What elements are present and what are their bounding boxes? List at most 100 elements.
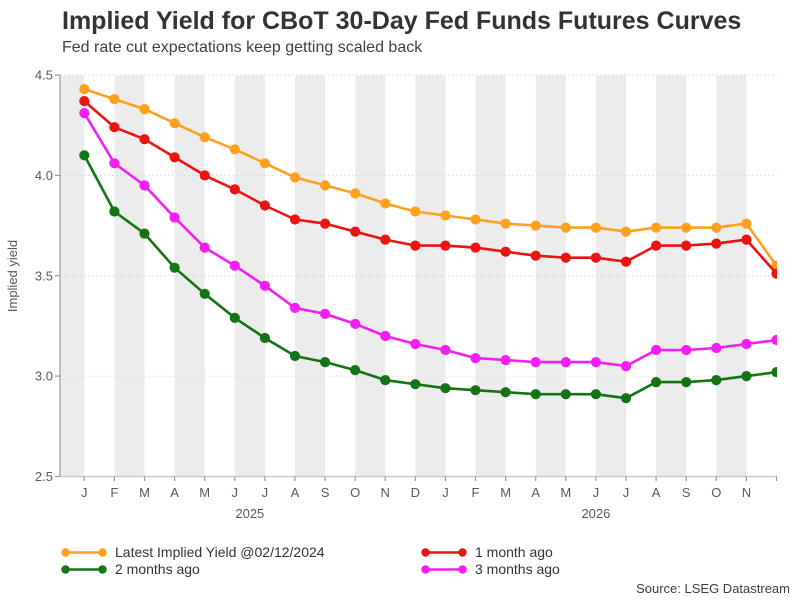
data-point (350, 318, 361, 329)
y-tick-label: 4.5 (35, 68, 53, 83)
data-point (380, 330, 391, 342)
data-point (259, 280, 270, 291)
data-point (681, 377, 692, 388)
data-point (560, 389, 571, 400)
month-band (174, 75, 205, 477)
data-point (771, 367, 777, 378)
series-3-months-ago (79, 108, 777, 372)
data-point (109, 122, 120, 133)
data-point (771, 268, 777, 279)
axes (55, 74, 778, 481)
data-point (259, 200, 270, 211)
y-tick-label: 4.0 (35, 168, 53, 183)
legend-marker-icon (61, 548, 107, 557)
x-tick-label: S (321, 485, 330, 500)
data-point (320, 308, 331, 319)
x-tick-label: J (442, 485, 449, 500)
data-point (229, 184, 240, 195)
data-point (169, 212, 180, 223)
x-tick-label: M (500, 485, 511, 500)
series-latest-implied-yield-02-12-2024 (79, 84, 777, 271)
gridlines (60, 74, 777, 377)
data-point (681, 344, 692, 356)
data-point (289, 172, 301, 183)
data-point (651, 377, 662, 388)
x-tick-label: O (350, 485, 360, 500)
legend-item-latest-implied-yield-02-12-2024: Latest Implied Yield @02/12/2024 (60, 544, 325, 561)
x-tick-label: J (232, 485, 239, 500)
legend-item-1-month-ago: 1 month ago (420, 544, 553, 561)
x-tick-label: A (531, 485, 540, 500)
data-point (109, 94, 120, 105)
legend-marker-icon (61, 565, 107, 574)
data-point (380, 234, 391, 245)
data-point (500, 387, 511, 398)
series-2-months-ago (79, 150, 777, 404)
data-point (681, 240, 692, 251)
data-point (169, 118, 180, 129)
data-point (289, 302, 301, 313)
data-point (289, 214, 301, 225)
data-point (620, 226, 632, 237)
data-point (500, 218, 511, 229)
x-tick-label: M (199, 485, 210, 500)
data-point (590, 357, 602, 368)
data-point (79, 150, 90, 161)
data-point (139, 134, 150, 145)
chart-canvas: 4.5 4.0 3.5 3.0 2.5 J F M A M J J A S O N D J F M A M J J A S O N 20… (5, 68, 778, 521)
data-point (470, 242, 481, 253)
data-point (440, 210, 451, 221)
data-point (620, 361, 632, 372)
data-point (711, 222, 722, 233)
data-point (410, 379, 421, 390)
year-label: 2026 (581, 506, 610, 521)
data-point (199, 170, 210, 181)
data-point (410, 206, 421, 217)
data-point (229, 260, 240, 271)
data-point (590, 389, 602, 400)
data-point (410, 240, 421, 251)
data-point (440, 240, 451, 251)
data-point (139, 228, 150, 239)
legend-label: 2 months ago (115, 561, 200, 577)
data-point (530, 220, 541, 231)
data-point (229, 144, 240, 155)
data-point (651, 240, 662, 251)
data-point (711, 342, 722, 354)
x-tick-label: O (711, 485, 721, 500)
data-point (109, 206, 120, 217)
x-tick-label: J (593, 485, 600, 500)
legend-label: 3 months ago (475, 561, 560, 577)
data-point (139, 104, 150, 115)
data-point (259, 332, 270, 344)
series-1-month-ago (79, 96, 777, 279)
chart-legend: Latest Implied Yield @02/12/2024 1 month … (60, 544, 776, 578)
x-tick-label: N (742, 485, 751, 500)
data-point (350, 365, 361, 376)
legend-item-2-months-ago: 2 months ago (60, 561, 200, 578)
x-tick-label: M (139, 485, 150, 500)
y-tick-label: 3.5 (35, 268, 53, 283)
data-point (771, 334, 777, 346)
data-point (440, 344, 451, 356)
data-point (380, 375, 391, 386)
data-point (530, 357, 541, 368)
x-tick-label: J (262, 485, 269, 500)
y-tick-label: 3.0 (35, 369, 53, 384)
year-label: 2025 (235, 506, 264, 521)
data-point (289, 350, 301, 362)
data-point (500, 246, 511, 257)
x-tick-label: A (291, 485, 300, 500)
legend-item-3-months-ago: 3 months ago (420, 561, 560, 578)
y-tick-label: 2.5 (35, 469, 53, 484)
data-point (470, 385, 481, 396)
data-point (741, 371, 752, 382)
data-point (199, 242, 210, 253)
x-tick-label: F (110, 485, 118, 500)
data-point (500, 355, 511, 366)
data-point (590, 222, 602, 233)
data-point (169, 152, 180, 163)
data-point (199, 288, 210, 299)
data-point (380, 198, 391, 209)
data-point (79, 96, 90, 107)
